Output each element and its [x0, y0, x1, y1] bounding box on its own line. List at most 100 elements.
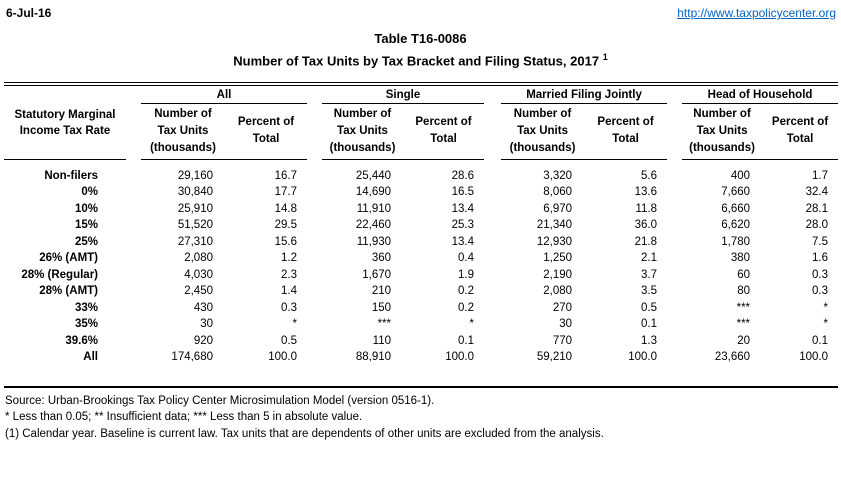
cell: 1.9	[458, 268, 475, 281]
cell: 36.0	[634, 219, 658, 232]
cell: 15.6	[274, 235, 298, 248]
table-row: 0% 30,840 17.7 14,690 16.5 8,060 13.6 7,…	[4, 184, 838, 201]
table-row: 26% (AMT) 2,080 1.2 360 0.4 1,250 2.1 38…	[4, 250, 838, 267]
cell: 210	[371, 285, 392, 298]
spacer	[307, 217, 322, 234]
spacer	[667, 300, 682, 317]
cell: 30	[200, 318, 213, 331]
table-row: 10% 25,910 14.8 11,910 13.4 6,970 11.8 6…	[4, 201, 838, 218]
subheader-row: Number of Tax Units (thousands) Percent …	[4, 103, 839, 160]
cell: 23,660	[714, 351, 751, 364]
row-label: Non-filers	[44, 169, 98, 182]
group-header-single: Single	[322, 84, 485, 104]
cell: 88,910	[355, 351, 392, 364]
cell: 0.4	[458, 252, 475, 265]
table-number-title: Table T16-0086	[374, 31, 467, 46]
cell: 2,080	[543, 285, 573, 298]
spacer	[126, 250, 141, 267]
cell: ***	[377, 318, 392, 331]
spacer	[667, 168, 682, 185]
cell: 12,930	[536, 235, 573, 248]
spacer	[307, 333, 322, 350]
spacer	[126, 267, 141, 284]
spacer	[126, 234, 141, 251]
spacer	[126, 283, 141, 300]
cell: 100.0	[268, 351, 298, 364]
subheader-percent-hoh: Percent of Total	[762, 103, 839, 160]
cell: 0.1	[812, 334, 829, 347]
cell: 29.5	[274, 219, 298, 232]
spacer	[126, 168, 141, 185]
spacer	[484, 84, 501, 159]
cell: 0.2	[458, 285, 475, 298]
cell: 0.5	[281, 334, 298, 347]
group-header-row: Statutory Marginal Income Tax Rate All S…	[4, 84, 839, 160]
spacer	[307, 184, 322, 201]
spacer	[667, 184, 682, 201]
table-row: 39.6% 920 0.5 110 0.1 770 1.3 20 0.1	[4, 333, 838, 350]
padding-row	[4, 366, 838, 387]
row-label: All	[83, 351, 98, 364]
cell: 28.1	[805, 202, 829, 215]
table-row: 28% (Regular) 4,030 2.3 1,670 1.9 2,190 …	[4, 267, 838, 284]
row-label: 35%	[74, 318, 98, 331]
cell: 0.3	[281, 301, 298, 314]
cell: 6,660	[721, 202, 751, 215]
cell: 25.3	[451, 219, 475, 232]
cell: 1,250	[543, 252, 573, 265]
row-label: 39.6%	[65, 334, 98, 347]
tax-units-table: Statutory Marginal Income Tax Rate All S…	[4, 82, 839, 388]
row-label: 10%	[74, 202, 98, 215]
spacer	[667, 316, 682, 333]
cell: 14,690	[355, 186, 392, 199]
row-label: 25%	[74, 235, 98, 248]
cell: 0.1	[458, 334, 475, 347]
cell: 0.3	[812, 285, 829, 298]
cell: 270	[552, 301, 573, 314]
spacer	[484, 184, 501, 201]
cell: 100.0	[445, 351, 475, 364]
cell: 28.6	[451, 169, 475, 182]
spacer	[667, 234, 682, 251]
cell: 11.8	[635, 202, 658, 215]
cell: 17.7	[274, 186, 298, 199]
spacer	[126, 316, 141, 333]
row-header-label: Statutory Marginal Income Tax Rate	[4, 84, 126, 160]
spacer	[667, 267, 682, 284]
cell: 21.8	[634, 235, 658, 248]
top-bar: 6-Jul-16 http://www.taxpolicycenter.org	[0, 0, 841, 20]
cell: 920	[193, 334, 213, 347]
cell: 7.5	[812, 235, 829, 248]
taxpolicycenter-link[interactable]: http://www.taxpolicycenter.org	[677, 6, 836, 20]
cell: 16.7	[274, 169, 298, 182]
spacer	[307, 349, 322, 366]
cell: 2.3	[281, 268, 298, 281]
spacer	[126, 300, 141, 317]
spacer	[484, 300, 501, 317]
spacer	[484, 201, 501, 218]
spacer	[126, 184, 141, 201]
cell: 1,670	[362, 268, 392, 281]
cell: 100.0	[799, 351, 829, 364]
cell: 16.5	[451, 186, 475, 199]
cell: 25,440	[355, 169, 392, 182]
cell: 0.2	[458, 301, 475, 314]
cell: 11,910	[356, 202, 392, 215]
table-main-title: Number of Tax Units by Tax Bracket and F…	[0, 48, 841, 70]
row-label: 0%	[81, 186, 98, 199]
row-label: 26% (AMT)	[39, 252, 98, 265]
cell: 28.0	[805, 219, 829, 232]
cell: 1.4	[281, 285, 298, 298]
cell: 25,910	[177, 202, 213, 215]
subheader-number-mfj: Number of Tax Units (thousands)	[501, 103, 585, 160]
cell: 27,310	[177, 235, 213, 248]
spacer	[126, 217, 141, 234]
spacer	[667, 333, 682, 350]
cell: 1,780	[721, 235, 751, 248]
cell: 20	[737, 334, 751, 347]
cell: 150	[371, 301, 392, 314]
padding-row	[4, 159, 838, 168]
spacer	[484, 283, 501, 300]
spacer	[667, 283, 682, 300]
cell: 3.7	[641, 268, 658, 281]
